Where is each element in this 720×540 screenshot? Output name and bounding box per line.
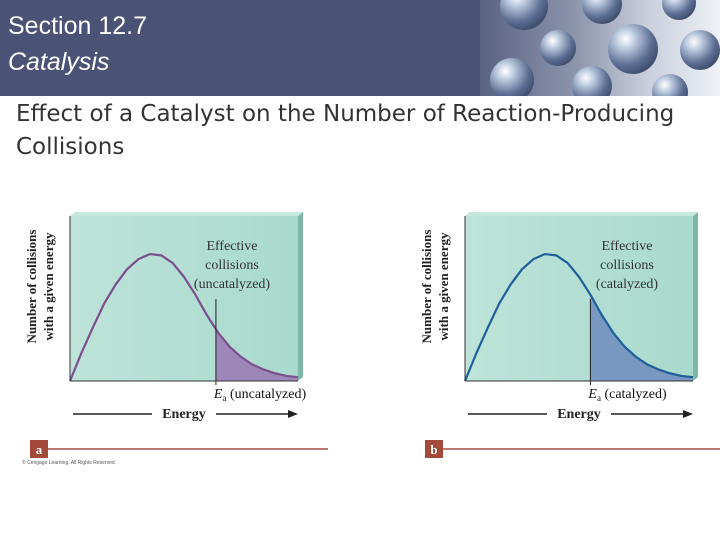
energy-arrow-head	[683, 410, 693, 418]
section-title: Catalysis	[8, 48, 110, 76]
panel-label: a	[36, 442, 43, 457]
plot-top-edge	[70, 212, 303, 216]
effective-collisions-label: Effective	[601, 239, 652, 254]
distribution-curve	[463, 252, 694, 382]
slide-title: Effect of a Catalyst on the Number of Re…	[16, 101, 675, 160]
chart-panel-catalyzed: Effective collisions (catalyzed) Ea (cataly…	[419, 212, 720, 458]
x-axis-label: Energy	[162, 407, 206, 422]
decorative-orb	[572, 66, 612, 96]
plot-background-shade	[465, 216, 693, 381]
panel-label-box	[30, 440, 48, 458]
section-number: Section 12.7	[8, 12, 147, 40]
y-axis-label: with a given energy	[436, 232, 451, 340]
effective-collisions-label: collisions	[205, 258, 259, 273]
plot-side-edge	[298, 212, 303, 381]
header-band: Section 12.7 Catalysis	[0, 0, 480, 96]
chart-panel-uncatalyzed: Effective collisions (uncatalyzed) Ea (unca…	[24, 212, 328, 458]
header-decorative-image	[480, 0, 720, 96]
energy-arrow-head	[288, 410, 298, 418]
decorative-orb	[540, 30, 576, 66]
activation-energy-label: Ea (uncatalyzed)	[213, 387, 307, 403]
effective-collisions-label: Effective	[206, 239, 257, 254]
panel-label: b	[430, 442, 437, 457]
y-axis-label: Number of collisions	[419, 230, 434, 344]
effective-collisions-label: (catalyzed)	[596, 277, 659, 292]
y-axis-label: with a given energy	[41, 232, 56, 340]
decorative-orb	[680, 30, 720, 70]
activation-energy-label: Ea (catalyzed)	[587, 387, 667, 403]
panel-label-box	[425, 440, 443, 458]
y-axis-label: Number of collisions	[24, 230, 39, 344]
distribution-curve	[68, 252, 299, 382]
plot-top-edge	[465, 212, 698, 216]
copyright-credit: © Cengage Learning. All Rights Reserved.	[22, 460, 117, 466]
effective-collisions-area	[590, 294, 693, 381]
effective-collisions-area	[215, 329, 298, 381]
decorative-orb	[662, 0, 696, 20]
x-axis-label: Energy	[557, 407, 601, 422]
decorative-orb	[652, 74, 688, 96]
plot-background-shade	[70, 216, 298, 381]
effective-collisions-label: (uncatalyzed)	[194, 277, 271, 292]
plot-side-edge	[693, 212, 698, 381]
effective-collisions-label: collisions	[600, 258, 654, 273]
decorative-orb	[490, 58, 534, 96]
decorative-orb	[608, 24, 658, 74]
